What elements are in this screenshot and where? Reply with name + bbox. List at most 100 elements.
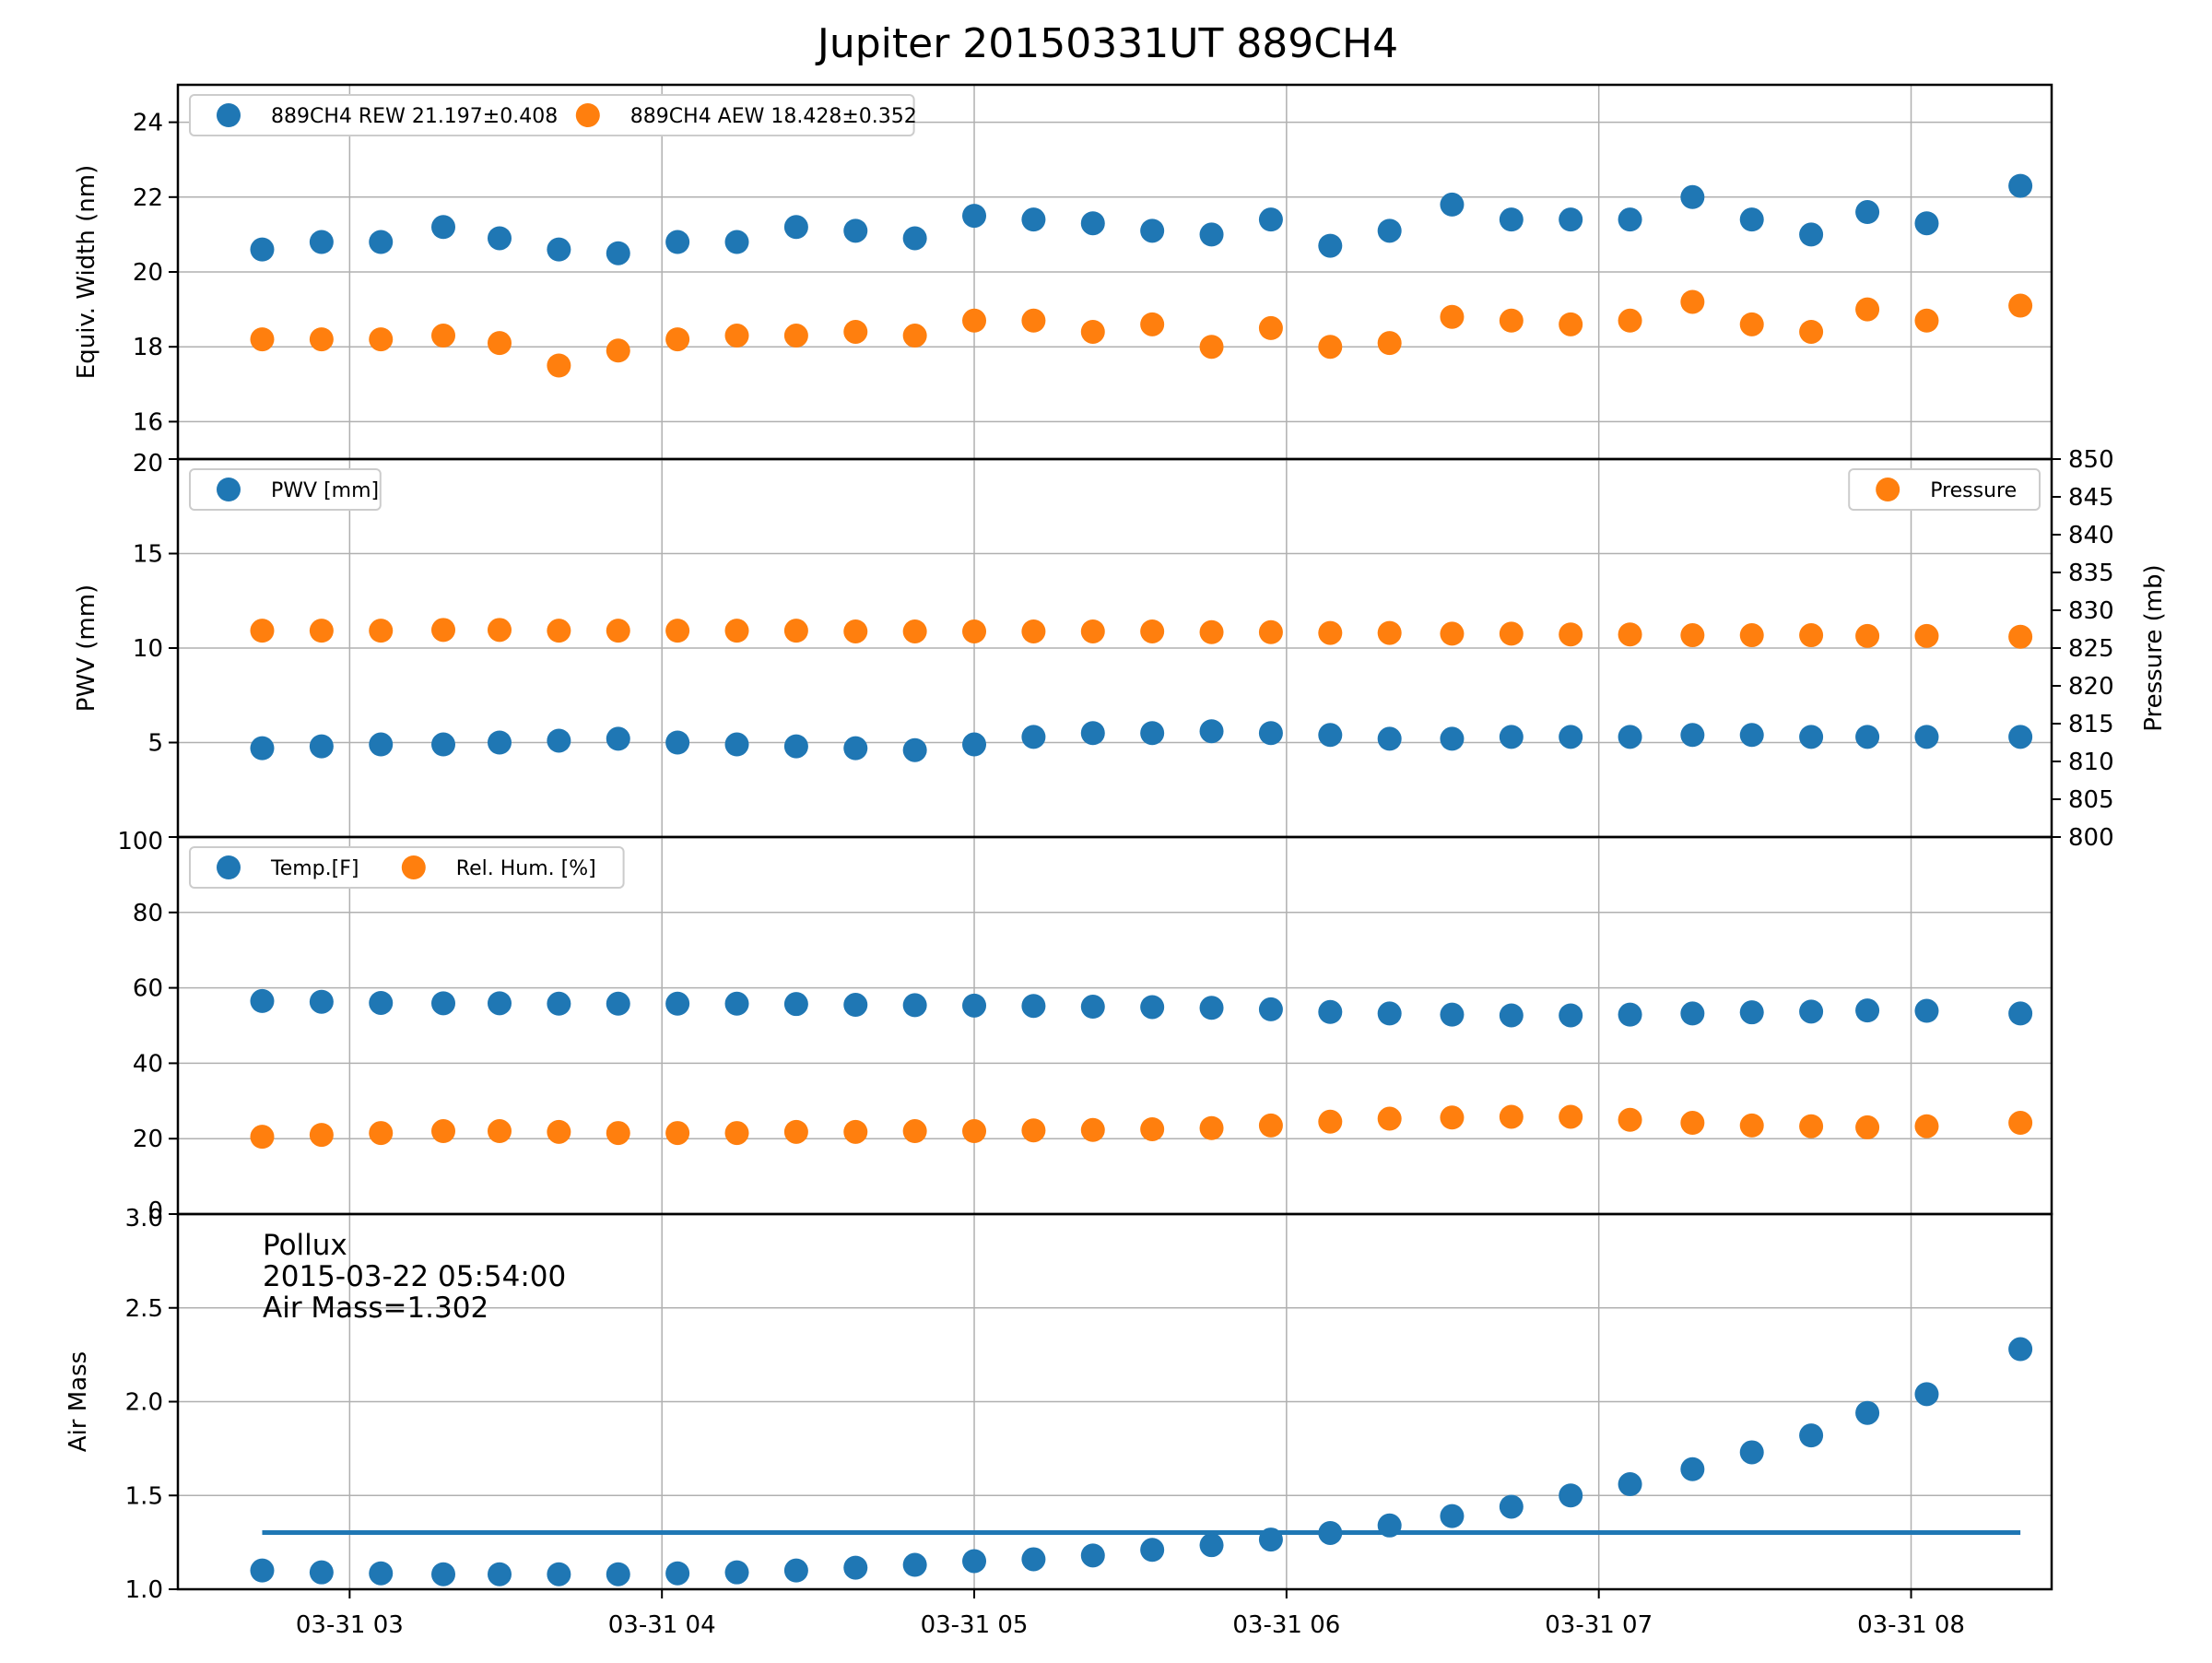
data-point (1199, 222, 1224, 247)
legend-label: Temp.[F] (270, 857, 359, 880)
y-tick-label: 15 (133, 541, 163, 569)
data-point (1739, 723, 1764, 748)
data-point (1377, 1106, 1402, 1131)
data-point (309, 619, 334, 643)
data-point (665, 230, 690, 254)
data-point (606, 1562, 630, 1586)
x-tick-label: 03-31 05 (921, 1611, 1029, 1639)
y-tick-label: 1.5 (125, 1482, 163, 1510)
data-point (1440, 1105, 1465, 1130)
data-point (724, 230, 749, 254)
data-point (1680, 623, 1705, 648)
data-point (783, 992, 808, 1017)
data-point (902, 737, 927, 762)
legend-marker (217, 478, 241, 501)
data-point (487, 618, 512, 643)
data-point (547, 1562, 571, 1586)
data-point (962, 993, 987, 1018)
data-point (1377, 331, 1402, 356)
data-point (1199, 1115, 1224, 1140)
y-tick-label: 80 (133, 900, 163, 927)
panel-frame (176, 1212, 2053, 1591)
data-point (1855, 725, 1880, 749)
data-point (1618, 622, 1642, 647)
data-point (431, 1562, 456, 1586)
data-point (1618, 1472, 1642, 1497)
legend-marker (1876, 478, 1900, 501)
y-right-tick-label: 830 (2068, 597, 2114, 625)
y-tick-label: 2.0 (125, 1389, 163, 1417)
y-tick-label: 20 (133, 450, 163, 478)
data-point (843, 319, 868, 344)
legend-box (1848, 468, 2041, 511)
legend-box (189, 468, 382, 511)
data-point (1680, 184, 1705, 209)
data-point (1318, 1109, 1343, 1134)
data-point (487, 730, 512, 755)
data-point (902, 619, 927, 643)
data-point (369, 990, 394, 1015)
data-point (1258, 1113, 1283, 1138)
data-point (487, 1119, 512, 1144)
data-point (1140, 995, 1165, 1020)
annotation-line: Air Mass=1.302 (263, 1291, 488, 1325)
data-point (606, 619, 630, 643)
data-point (843, 619, 868, 643)
data-point (724, 1560, 749, 1585)
data-point (902, 226, 927, 251)
data-point (1618, 1107, 1642, 1132)
data-point (1318, 723, 1343, 748)
panel-4: 1.0 1.5 2.0 2.5 3.0 Air Mass Pollux2015-03-22 … (65, 1205, 2053, 1604)
data-point (1499, 1104, 1524, 1129)
data-point (431, 1119, 456, 1144)
data-point (1318, 1520, 1343, 1545)
x-tick-label: 03-31 06 (1232, 1611, 1340, 1639)
data-point (1440, 192, 1465, 217)
legend-marker (217, 103, 241, 127)
y-right-tick-label: 845 (2068, 484, 2114, 512)
y-tick-label: 0 (147, 1197, 163, 1225)
data-point (1618, 308, 1642, 333)
data-point (724, 619, 749, 643)
data-point (606, 1121, 630, 1146)
data-point (250, 1558, 275, 1583)
data-point (2008, 173, 2033, 198)
data-point (250, 988, 275, 1013)
data-point (431, 991, 456, 1016)
data-point (1559, 725, 1583, 749)
legend-label: PWV [mm] (271, 479, 379, 502)
y-tick-label: 20 (133, 259, 163, 287)
data-point (1080, 995, 1105, 1020)
data-point (665, 991, 690, 1016)
data-point (902, 1552, 927, 1577)
y-right-tick-label: 800 (2068, 824, 2114, 852)
data-point (1140, 619, 1165, 643)
y-right-tick-label: 805 (2068, 786, 2114, 814)
data-point (1680, 1111, 1705, 1136)
data-point (1080, 1543, 1105, 1568)
data-point (547, 728, 571, 753)
data-point (902, 324, 927, 348)
data-point (843, 1555, 868, 1580)
y-right-tick-label: 850 (2068, 446, 2114, 474)
data-point (783, 215, 808, 240)
data-point (1499, 725, 1524, 749)
data-point (1680, 723, 1705, 748)
data-point (1021, 207, 1046, 232)
data-point (2008, 1337, 2033, 1362)
data-point (1080, 211, 1105, 236)
data-point (1559, 1003, 1583, 1028)
data-point (309, 1560, 334, 1585)
data-point (962, 619, 987, 643)
data-point (1855, 623, 1880, 648)
series-2 (250, 289, 2033, 378)
data-point (1914, 998, 1939, 1023)
data-point (369, 732, 394, 757)
data-point (902, 1119, 927, 1144)
data-point (431, 732, 456, 757)
data-point (431, 618, 456, 643)
annotation-line: Pollux (263, 1229, 347, 1262)
data-point (1855, 297, 1880, 322)
y-tick-label: 5 (147, 730, 163, 758)
